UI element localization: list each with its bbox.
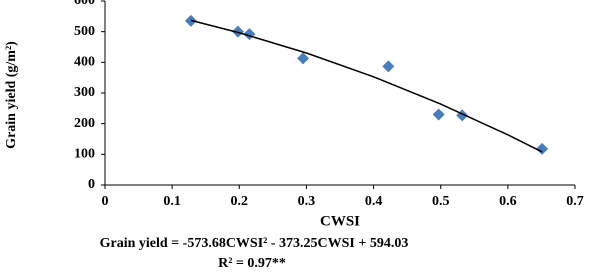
x-tick-label: 0.2 (231, 194, 249, 209)
x-tick-label: 0.3 (298, 194, 316, 209)
x-tick-label: 0.1 (163, 194, 181, 209)
x-tick-label: 0.5 (432, 194, 450, 209)
y-tick-label: 500 (74, 24, 95, 39)
y-tick-label: 300 (74, 85, 95, 100)
y-tick-label: 400 (74, 55, 95, 70)
r-squared: R² = 0.97** (218, 256, 286, 271)
x-tick-label: 0.7 (566, 194, 584, 209)
y-tick-label: 200 (74, 116, 95, 131)
trendline (190, 19, 543, 153)
x-tick-label: 0.4 (365, 194, 383, 209)
equation: Grain yield = -573.68CWSI² - 373.25CWSI … (100, 236, 409, 251)
x-tick-label: 0.6 (499, 194, 517, 209)
x-tick-label: 0 (102, 194, 109, 209)
y-tick-label: 100 (74, 147, 95, 162)
y-axis-label: Grain yield (g/m²) (4, 41, 19, 149)
data-point (432, 108, 445, 121)
x-axis-label: CWSI (320, 213, 360, 229)
y-tick-label: 0 (88, 177, 95, 192)
data-point (297, 52, 310, 65)
y-tick-label: 600 (74, 0, 95, 8)
data-point (536, 142, 549, 155)
data-point (382, 60, 395, 73)
